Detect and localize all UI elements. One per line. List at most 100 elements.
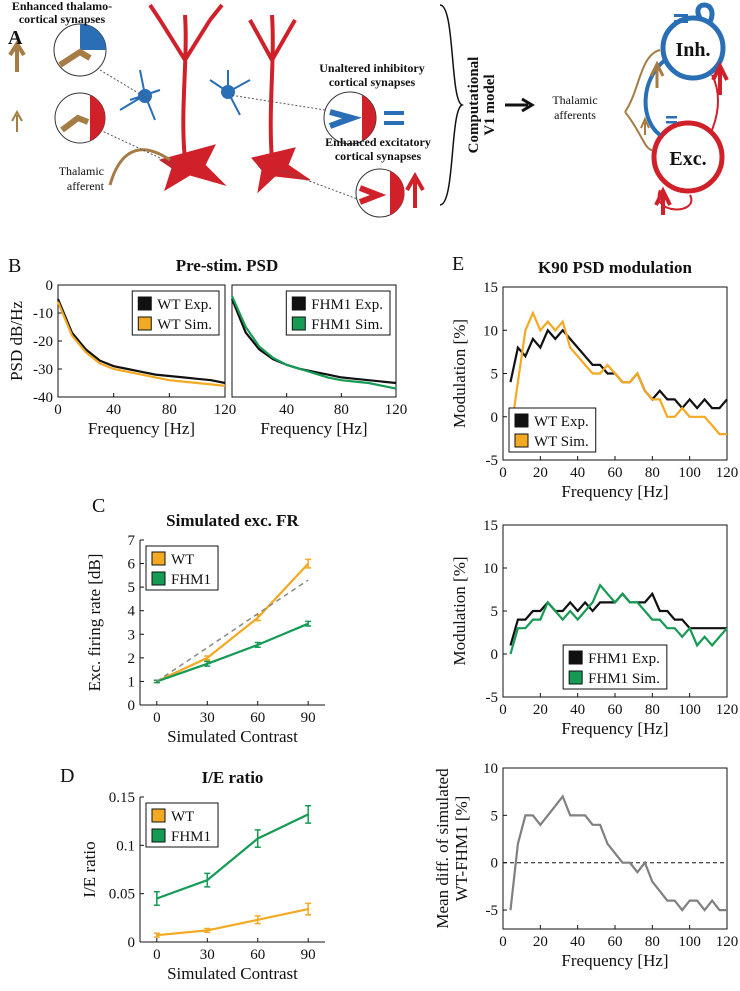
node-label: Inh. <box>675 39 710 61</box>
y-axis-label: PSD dB/Hz <box>7 301 26 381</box>
x-axis-label: Simulated Contrast <box>167 964 298 983</box>
legend-swatch <box>151 808 166 823</box>
plot-frame <box>502 767 728 930</box>
x-axis-label: Frequency [Hz] <box>561 951 668 970</box>
y-tick-label: 6 <box>128 557 136 573</box>
chart-title: Pre-stim. PSD <box>176 256 279 275</box>
legend: WT FHM1 <box>145 802 219 848</box>
y-tick-label: -30 <box>33 362 53 378</box>
error-bar <box>305 902 312 916</box>
error-bar <box>254 641 261 648</box>
legend-swatch <box>151 828 166 843</box>
x-tick-label: 30 <box>200 710 215 726</box>
y-tick-label: 0 <box>491 647 499 663</box>
annotation: cortical synapses <box>329 75 416 89</box>
legend-label: WT <box>171 552 194 568</box>
y-tick-label: 0.15 <box>109 790 135 806</box>
y-tick-label: 3 <box>128 627 136 643</box>
legend: WT Exp. WT Sim. <box>131 290 220 336</box>
x-tick-label: 100 <box>678 465 701 481</box>
y-tick-label: 5 <box>491 808 499 824</box>
x-axis-label: Frequency [Hz] <box>88 419 195 438</box>
annotation: Computational <box>466 57 482 154</box>
legend-swatch <box>291 296 306 311</box>
x-tick-label: 40 <box>570 702 585 718</box>
x-tick-label: 60 <box>250 947 265 963</box>
x-axis-label: Simulated Contrast <box>167 727 298 746</box>
y-axis-label: Modulation [%] <box>450 319 469 428</box>
y-tick-label: 0 <box>128 698 136 714</box>
plot-frame <box>231 284 397 398</box>
y-axis-label: I/E ratio <box>80 841 99 897</box>
x-axis-label: Frequency [Hz] <box>561 482 668 501</box>
y-tick-label: 4 <box>128 604 136 620</box>
error-bar <box>204 660 211 667</box>
y-axis-label: Exc. firing rate [dB] <box>85 554 104 692</box>
series-line <box>509 794 727 912</box>
y-tick-label: 0 <box>46 278 54 294</box>
y-tick-label: -5 <box>486 453 499 469</box>
x-tick-label: 120 <box>716 934 739 950</box>
series-line <box>509 310 727 436</box>
series-line <box>509 583 728 655</box>
y-axis-label: Modulation [%] <box>450 556 469 665</box>
x-tick-label: 100 <box>678 702 701 718</box>
legend-label: WT Exp. <box>157 297 212 313</box>
legend: FHM1 Exp. FHM1 Sim. <box>562 644 668 690</box>
y-tick-label: 0.1 <box>116 838 135 854</box>
legend-label: WT Exp. <box>534 414 589 430</box>
x-tick-label: 20 <box>533 702 548 718</box>
panel-label: A <box>8 27 23 49</box>
x-tick-label: 40 <box>570 465 585 481</box>
legend-label: WT Sim. <box>157 317 212 333</box>
legend-label: FHM1 <box>171 829 211 845</box>
legend: WT FHM1 <box>145 545 219 591</box>
annotation: Enhanced thalamo- <box>12 0 112 13</box>
y-tick-label: 10 <box>483 561 498 577</box>
y-tick-label: 0.05 <box>109 887 135 903</box>
annotation: Enhanced excitatory <box>325 135 431 149</box>
neuron-diagram <box>8 2 729 218</box>
x-tick-label: 20 <box>533 934 548 950</box>
x-tick-label: 120 <box>214 402 237 418</box>
legend-label: FHM1 Sim. <box>311 317 383 333</box>
x-tick-label: 0 <box>153 710 161 726</box>
y-axis-label: Mean diff. of simulated <box>433 768 452 929</box>
annotation: cortical synapses <box>335 149 422 163</box>
legend-swatch <box>568 650 583 665</box>
annotation: afferent <box>67 179 105 193</box>
y-tick-label: -5 <box>486 690 499 706</box>
y-tick-label: -40 <box>33 390 53 406</box>
y-tick-label: 0 <box>128 935 136 951</box>
annotation: afferents <box>554 108 596 122</box>
x-tick-label: 0 <box>54 402 62 418</box>
legend-label: FHM1 Exp. <box>311 297 383 313</box>
y-tick-label: -5 <box>486 903 499 919</box>
series-line <box>156 622 309 683</box>
x-tick-label: 60 <box>608 465 623 481</box>
y-tick-label: 0 <box>491 856 499 872</box>
legend-label: WT Sim. <box>534 434 589 450</box>
series-line <box>156 813 309 900</box>
error-bar <box>204 655 211 661</box>
x-tick-label: 80 <box>645 702 660 718</box>
x-tick-label: 80 <box>645 465 660 481</box>
x-tick-label: 120 <box>385 402 408 418</box>
x-tick-label: 30 <box>200 947 215 963</box>
series-line <box>230 298 397 385</box>
x-tick-label: 60 <box>250 710 265 726</box>
y-tick-label: 5 <box>491 367 499 383</box>
y-tick-label: 15 <box>483 280 498 296</box>
error-bar <box>153 890 160 907</box>
x-tick-label: 60 <box>608 702 623 718</box>
panel-label: C <box>92 495 105 517</box>
error-bar <box>204 872 211 888</box>
series-line <box>156 579 309 683</box>
legend-swatch <box>291 316 306 331</box>
series-line <box>156 562 310 683</box>
legend-swatch <box>568 670 583 685</box>
legend-label: WT <box>171 809 194 825</box>
x-tick-label: 80 <box>334 402 349 418</box>
legend-label: FHM1 Exp. <box>588 651 660 667</box>
legend-swatch <box>137 316 152 331</box>
